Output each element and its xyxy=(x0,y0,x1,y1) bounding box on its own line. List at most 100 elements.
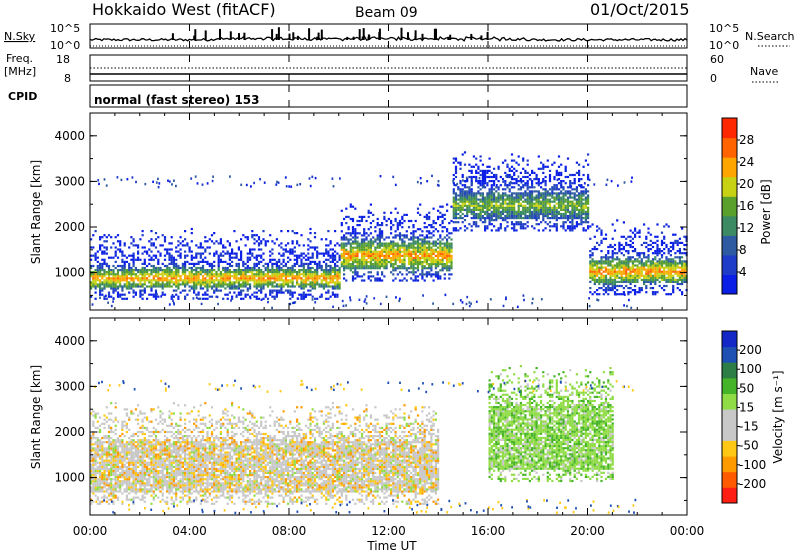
heatmap-cell xyxy=(226,293,229,296)
heatmap-cell xyxy=(374,267,377,270)
heatmap-cell xyxy=(157,258,160,261)
heatmap-cell xyxy=(481,208,484,211)
heatmap-cell xyxy=(654,264,657,267)
heatmap-cell xyxy=(387,250,390,253)
heatmap-cell xyxy=(544,212,547,216)
heatmap-cell xyxy=(488,169,491,172)
heatmap-cell xyxy=(363,250,366,253)
heatmap-cell xyxy=(360,263,364,266)
heatmap-cell xyxy=(643,268,646,271)
heatmap-cell xyxy=(676,274,679,277)
heatmap-cell xyxy=(161,244,164,247)
heatmap-cell xyxy=(215,279,218,282)
heatmap-cell xyxy=(116,287,120,290)
heatmap-cell xyxy=(571,210,574,213)
heatmap-cell xyxy=(177,240,180,243)
heatmap-cell xyxy=(636,258,639,261)
heatmap-cell xyxy=(181,273,184,276)
heatmap-cell xyxy=(235,264,238,268)
heatmap-cell xyxy=(493,200,496,203)
heatmap-cell xyxy=(471,182,473,185)
heatmap-cell xyxy=(280,266,283,270)
heatmap-cell xyxy=(242,275,245,278)
heatmap-cell xyxy=(416,238,420,241)
heatmap-cell xyxy=(638,229,641,232)
heatmap-cell xyxy=(508,206,511,209)
heatmap-cell xyxy=(378,232,381,235)
heatmap-cell xyxy=(587,175,590,179)
heatmap-cell xyxy=(112,275,115,278)
heatmap-cell xyxy=(334,266,337,270)
heatmap-cell xyxy=(280,283,283,286)
heatmap-cell xyxy=(278,260,281,263)
heatmap-cell xyxy=(381,273,384,276)
heatmap-cell xyxy=(222,269,225,272)
heatmap-cell xyxy=(101,283,104,286)
heatmap-cell xyxy=(542,208,545,211)
heatmap-cell xyxy=(522,208,525,211)
heatmap-cell xyxy=(542,214,545,218)
heatmap-cell xyxy=(336,283,339,286)
heatmap-cell xyxy=(300,297,303,300)
heatmap-cell xyxy=(627,287,630,290)
heatmap-cell xyxy=(667,274,670,277)
heatmap-cell xyxy=(672,270,675,273)
heatmap-cell xyxy=(358,258,361,262)
heatmap-cell xyxy=(226,269,229,272)
heatmap-cell xyxy=(161,273,164,276)
heatmap-cell xyxy=(495,178,498,181)
heatmap-cell xyxy=(591,272,594,275)
heatmap-cell xyxy=(257,289,261,292)
heatmap-cell xyxy=(667,264,670,267)
heatmap-cell xyxy=(154,256,158,259)
heatmap-cell xyxy=(522,184,525,187)
heatmap-cell xyxy=(369,250,372,253)
heatmap-cell xyxy=(495,214,498,218)
heatmap-cell xyxy=(263,181,266,184)
heatmap-cell xyxy=(381,222,384,225)
heatmap-cell xyxy=(506,184,509,187)
heatmap-cell xyxy=(264,273,267,276)
heatmap-cell xyxy=(551,208,554,211)
heatmap-cell xyxy=(219,242,222,245)
heatmap-cell xyxy=(184,279,187,282)
heatmap-cell xyxy=(546,200,549,203)
heatmap-cell xyxy=(582,212,585,216)
heatmap-cell xyxy=(515,210,518,213)
heatmap-cell xyxy=(663,248,666,251)
heatmap-cell xyxy=(593,291,596,294)
heatmap-cell xyxy=(457,204,460,207)
heatmap-cell xyxy=(560,214,563,218)
heatmap-cell xyxy=(566,208,570,211)
heatmap-cell xyxy=(394,244,397,247)
nsky-spike xyxy=(414,30,417,40)
heatmap-cell xyxy=(282,258,285,261)
heatmap-cell xyxy=(405,254,408,257)
heatmap-cell xyxy=(531,302,534,305)
heatmap-cell xyxy=(613,274,617,277)
heatmap-cell xyxy=(616,258,619,261)
heatmap-cell xyxy=(613,272,617,275)
heatmap-cell xyxy=(428,246,431,249)
heatmap-cell xyxy=(302,269,305,272)
heatmap-cell xyxy=(376,267,379,270)
heatmap-cell xyxy=(184,295,187,298)
heatmap-cell xyxy=(195,273,198,276)
heatmap-cell xyxy=(331,277,334,280)
heatmap-cell xyxy=(343,234,346,237)
heatmap-cell xyxy=(190,281,193,284)
heatmap-cell xyxy=(658,264,661,267)
heatmap-cell xyxy=(479,210,482,213)
heatmap-cell xyxy=(416,240,420,243)
heatmap-cell xyxy=(320,269,323,272)
heatmap-cell xyxy=(660,260,664,263)
heatmap-cell xyxy=(423,242,426,245)
heatmap-cell xyxy=(217,273,220,276)
heatmap-cell xyxy=(172,271,175,274)
heatmap-cell xyxy=(130,285,133,288)
heatmap-cell xyxy=(667,270,670,273)
heatmap-cell xyxy=(325,238,328,241)
heatmap-cell xyxy=(394,252,397,255)
heatmap-cell xyxy=(443,267,446,270)
heatmap-cell xyxy=(271,283,274,286)
